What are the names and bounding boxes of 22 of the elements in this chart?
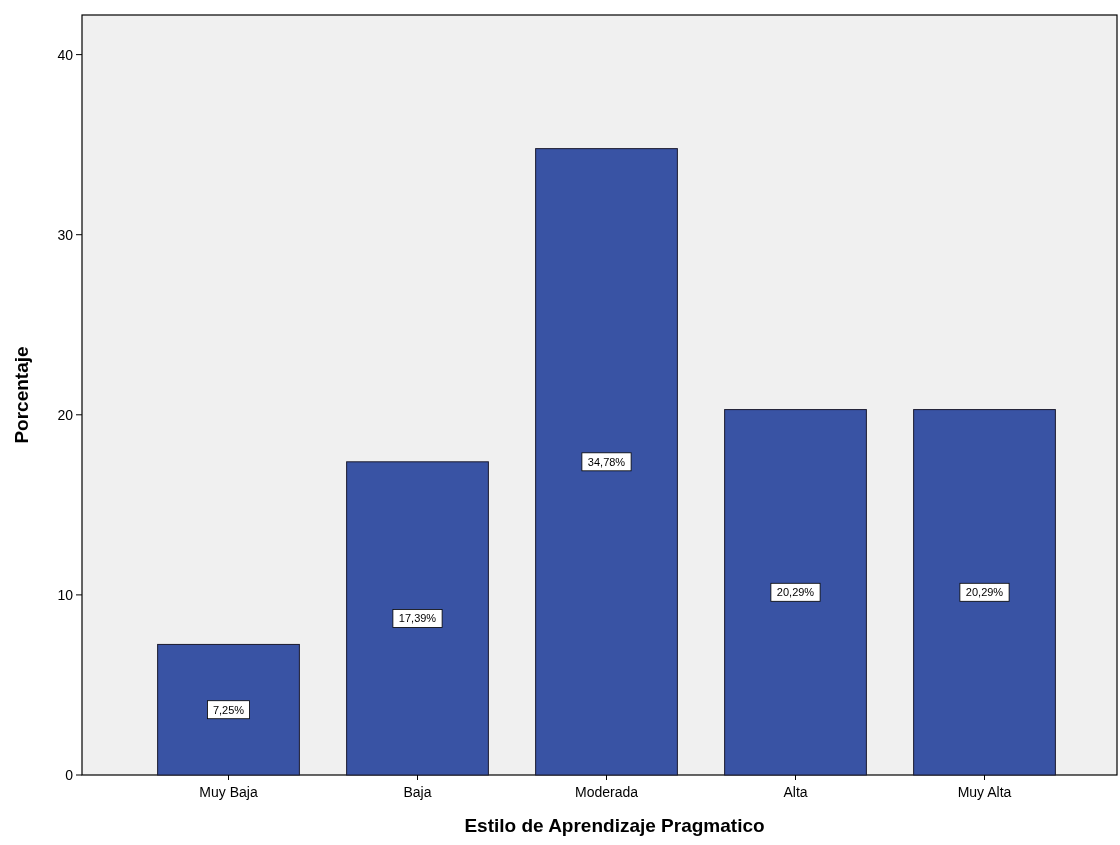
data-label: 34,78% (587, 455, 626, 468)
bar (535, 148, 678, 776)
x-tick-label: Moderada (574, 784, 639, 800)
x-axis-title: Estilo de Aprendizaje Pragmatico (464, 815, 765, 836)
bar (346, 461, 489, 776)
data-label: 7,25% (212, 703, 245, 716)
y-tick-label: 40 (57, 46, 74, 63)
bar (724, 409, 867, 776)
y-tick-label: 0 (65, 767, 74, 783)
data-label: 17,39% (398, 612, 437, 625)
data-label: 20,29% (965, 586, 1004, 599)
bar (913, 409, 1056, 776)
x-tick-label: Muy Baja (199, 784, 258, 800)
y-tick-label: 20 (57, 406, 74, 423)
x-tick-label: Alta (783, 784, 808, 800)
x-tick-label: Baja (403, 784, 432, 800)
bar (157, 643, 300, 776)
y-axis-title: Porcentaje (11, 346, 32, 444)
data-label: 20,29% (776, 586, 815, 599)
y-tick-label: 30 (57, 226, 74, 243)
y-tick-label: 10 (57, 586, 74, 603)
x-tick-label: Muy Alta (957, 784, 1012, 800)
